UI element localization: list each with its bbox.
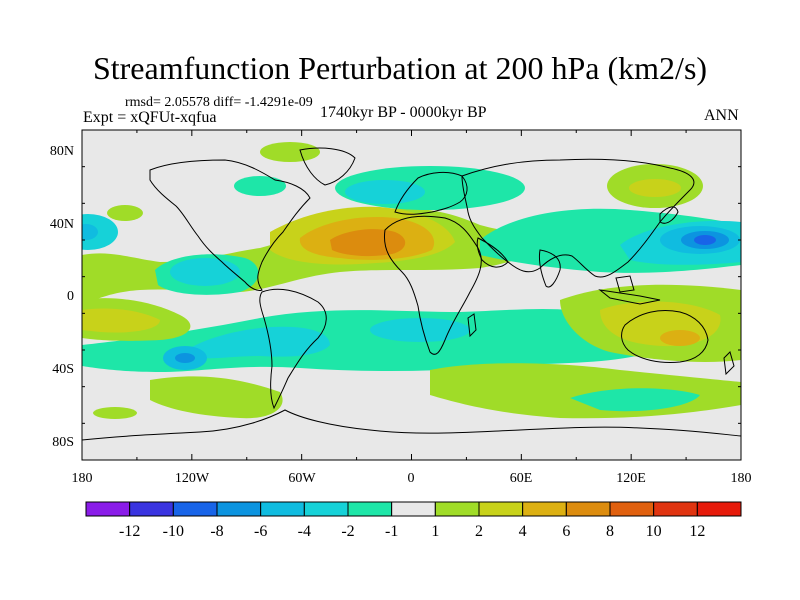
colorbar-swatch (522, 501, 567, 517)
colorbar-swatch (347, 501, 393, 517)
lon-tick-label: 0 (408, 471, 415, 486)
contour-southern-ocean-cyan (570, 388, 700, 412)
lat-tick-label: 80N (50, 144, 74, 159)
coastline-australia (621, 310, 709, 363)
colorbar-swatch (478, 501, 524, 517)
colorbar-label: -6 (254, 523, 267, 540)
contour-dateline-low-core (82, 224, 98, 240)
contour-npacific-low-peak (694, 235, 716, 245)
colorbar-swatch (696, 501, 742, 517)
contour-southern-ocean-green (150, 376, 283, 419)
lon-tick-label: 120E (616, 471, 646, 486)
colorbar-swatch (609, 501, 655, 517)
lat-tick-label: 0 (67, 289, 74, 304)
contour-satlantic-low (370, 318, 470, 342)
contour-easia-high-core (629, 179, 681, 197)
period-label: 1740kyr BP - 0000kyr BP (320, 104, 487, 121)
lat-tick-label: 40N (50, 217, 74, 232)
axis-ticks (81, 129, 742, 461)
contour-dateline-low (82, 214, 118, 250)
colorbar-swatch (216, 501, 262, 517)
colorbar-swatch (85, 501, 131, 517)
coastline-antarctica (82, 409, 741, 441)
coastline-greenland (299, 147, 356, 186)
colorbar-label: 12 (689, 523, 705, 540)
contour-spacific-low-core (175, 353, 195, 363)
lon-tick-label: 60W (288, 471, 316, 486)
colorbar-swatch (391, 501, 436, 517)
lat-tick-label: 40S (52, 362, 74, 377)
colorbar-swatch (653, 501, 698, 517)
coastline-europe (394, 171, 468, 215)
colorbar-label: -12 (119, 523, 140, 540)
colorbar-swatch (260, 501, 305, 517)
colorbar-label: -10 (163, 523, 184, 540)
contour-sh-band-core (180, 326, 330, 359)
contour-australia-high-peak (660, 330, 700, 346)
colorbar-label: 2 (475, 523, 483, 540)
contour-south-pole-patch (93, 407, 137, 419)
lon-tick-label: 120W (175, 471, 210, 486)
colorbar-label: 6 (562, 523, 570, 540)
colorbar-swatch (129, 501, 174, 517)
colorbar-label: 1 (431, 523, 439, 540)
coastline-madagascar (467, 313, 477, 338)
experiment-label: Expt = xQFUt-xqfua (83, 109, 217, 126)
coastline-south-america (259, 288, 327, 410)
coastline-new-zealand (723, 351, 735, 376)
contour-field (82, 130, 741, 460)
lon-tick-label: 60E (510, 471, 533, 486)
contour-epacific-low-core (170, 258, 240, 286)
colorbar (85, 501, 742, 517)
lat-tick-label: 80S (52, 435, 74, 450)
plot-title: Streamfunction Perturbation at 200 hPa (… (92, 50, 708, 86)
colorbar-label: 10 (646, 523, 662, 540)
colorbar-label: 4 (519, 523, 527, 540)
season-label: ANN (704, 107, 739, 124)
coastline-india (539, 249, 561, 288)
coastline-asia (461, 158, 695, 278)
coastlines (82, 147, 741, 441)
coastline-indonesia (598, 289, 661, 305)
lon-tick-label: 180 (72, 471, 93, 486)
colorbar-labels: -12 -10 -8 -6 -4 -2 -1 1 2 4 6 8 10 12 (119, 523, 705, 540)
coastline-north-america (149, 159, 311, 291)
coastline-japan (659, 206, 679, 224)
colorbar-swatch (172, 501, 218, 517)
colorbar-swatch (303, 501, 349, 517)
lon-tick-label: 180 (731, 471, 752, 486)
colorbar-label: -4 (298, 523, 311, 540)
coastline-africa (383, 215, 482, 355)
stats-line: rmsd= 2.05578 diff= -1.4291e-09 (125, 95, 313, 110)
contour-sh-yellow-west-core (82, 308, 160, 333)
colorbar-label: -8 (210, 523, 223, 540)
coastline-arabia (476, 237, 509, 268)
contour-nhigh-lat (107, 205, 143, 221)
contour-canada-low (234, 176, 286, 196)
contour-natlantic-low-core (345, 180, 425, 204)
coastline-borneo (615, 275, 635, 293)
colorbar-swatch (434, 501, 480, 517)
contour-arctic-high (260, 142, 320, 162)
colorbar-label: 8 (606, 523, 614, 540)
colorbar-label: -2 (341, 523, 354, 540)
colorbar-label: -1 (385, 523, 398, 540)
colorbar-swatch (565, 501, 611, 517)
